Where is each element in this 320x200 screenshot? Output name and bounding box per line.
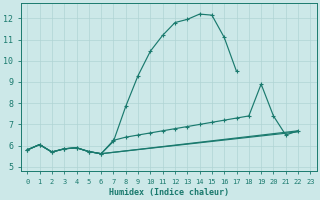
X-axis label: Humidex (Indice chaleur): Humidex (Indice chaleur) (109, 188, 229, 197)
